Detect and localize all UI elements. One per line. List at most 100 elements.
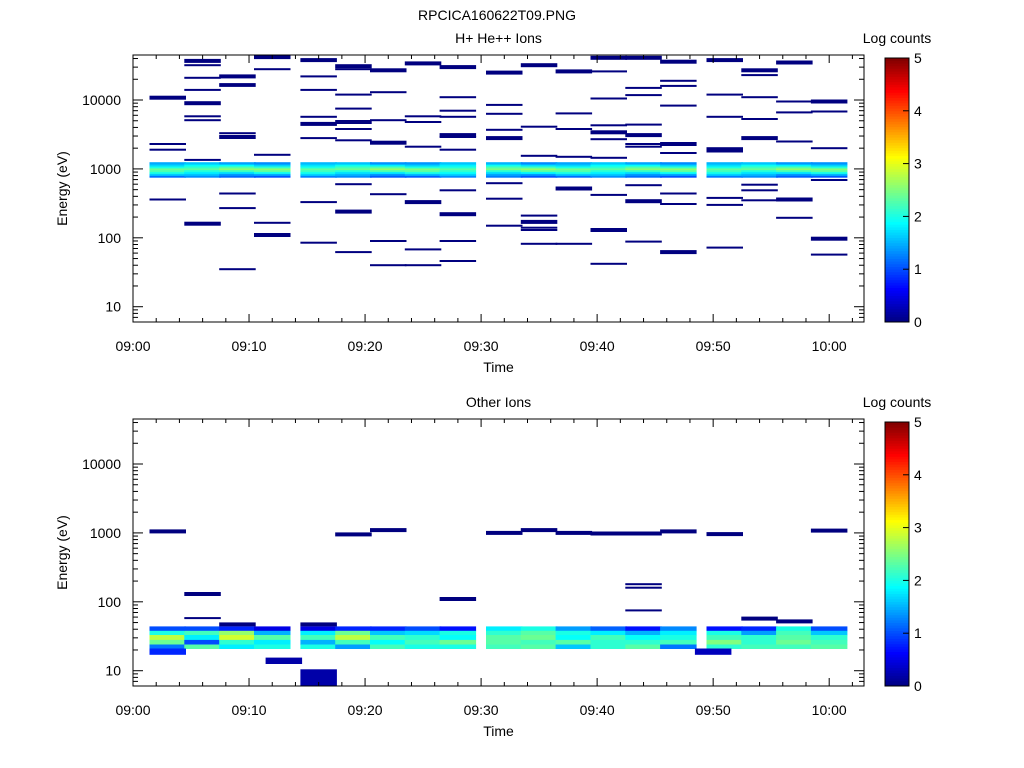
- heatmap-cell: [625, 175, 662, 178]
- heatmap-cell: [625, 167, 662, 171]
- colorbar-swatch: [885, 124, 909, 128]
- colorbar-swatch: [885, 269, 909, 273]
- heatmap-cell: [660, 162, 697, 165]
- heatmap-cell: [776, 166, 813, 169]
- colorbar-swatch: [885, 221, 909, 225]
- colorbar-swatch: [885, 298, 909, 302]
- y-tick-label: 10000: [82, 456, 121, 472]
- heatmap-cell: [706, 532, 743, 537]
- colorbar-swatch: [885, 102, 909, 106]
- heatmap-cell: [439, 260, 477, 262]
- colorbar-swatch: [885, 242, 909, 246]
- x-tick-label: 10:00: [812, 702, 847, 718]
- colorbar-swatch: [885, 437, 909, 441]
- heatmap-cell: [555, 635, 593, 641]
- colorbar-swatch: [885, 234, 909, 238]
- heatmap-cell: [625, 166, 662, 169]
- colorbar-swatch: [885, 670, 909, 674]
- colorbar-swatch: [885, 543, 909, 547]
- heatmap-cell: [439, 630, 477, 636]
- colorbar-swatch: [885, 271, 909, 275]
- heatmap-cell: [370, 630, 407, 636]
- colorbar-swatch: [885, 213, 909, 217]
- colorbar-swatch: [885, 237, 909, 241]
- heatmap-cell: [741, 630, 778, 636]
- heatmap-cell: [254, 171, 291, 174]
- heatmap-cell: [660, 644, 697, 649]
- heatmap-cell: [370, 119, 407, 122]
- heatmap-cell: [810, 175, 848, 178]
- heatmap-cell: [741, 639, 778, 645]
- heatmap-cell: [486, 635, 523, 641]
- heatmap-cell: [149, 162, 186, 165]
- heatmap-cell: [219, 164, 256, 167]
- heatmap-cell: [184, 167, 221, 171]
- heatmap-cell: [810, 630, 848, 636]
- heatmap-cell: [404, 115, 442, 118]
- heatmap-cell: [741, 164, 778, 167]
- heatmap-cell: [810, 626, 848, 632]
- panel-title: Other Ions: [466, 394, 531, 410]
- heatmap-cell: [335, 630, 372, 636]
- heatmap-cell: [660, 84, 697, 87]
- colorbar-swatch: [885, 514, 909, 518]
- heatmap-cell: [555, 164, 593, 167]
- heatmap-cell: [370, 528, 407, 533]
- colorbar-swatch: [885, 129, 909, 133]
- colorbar-swatch: [885, 203, 909, 207]
- colorbar-swatch: [885, 625, 909, 629]
- colorbar-swatch: [885, 100, 909, 104]
- heatmap-cell: [660, 104, 697, 107]
- heatmap-cell: [520, 175, 558, 178]
- heatmap-cell: [219, 135, 256, 139]
- heatmap-cell: [300, 639, 337, 645]
- colorbar-swatch: [885, 546, 909, 550]
- colorbar-tick-label: 2: [914, 208, 922, 224]
- heatmap-cell: [219, 626, 256, 632]
- colorbar-swatch: [885, 226, 909, 230]
- colorbar-swatch: [885, 456, 909, 460]
- heatmap-cell: [660, 166, 697, 169]
- y-tick-label: 10: [105, 663, 121, 679]
- x-tick-label: 09:00: [115, 338, 150, 354]
- heatmap-cell: [335, 107, 372, 110]
- heatmap-cell: [520, 639, 558, 645]
- heatmap-cell: [741, 118, 778, 120]
- heatmap-cell: [776, 635, 813, 641]
- heatmap-cell: [776, 644, 813, 649]
- heatmap-cell: [184, 617, 221, 620]
- heatmap-cell: [776, 164, 813, 167]
- colorbar-swatch: [885, 240, 909, 244]
- heatmap-cell: [184, 101, 221, 106]
- heatmap-cell: [706, 147, 743, 150]
- heatmap-cell: [300, 622, 337, 627]
- colorbar-swatch: [885, 145, 909, 149]
- heatmap-cell: [370, 264, 407, 267]
- heatmap-cell: [590, 162, 627, 165]
- colorbar-swatch: [885, 256, 909, 260]
- heatmap-cell: [590, 97, 627, 100]
- heatmap-cell: [776, 100, 813, 103]
- colorbar-swatch: [885, 585, 909, 589]
- colorbar-swatch: [885, 205, 909, 209]
- heatmap-cell: [370, 240, 407, 242]
- heatmap-cell: [300, 121, 337, 126]
- colorbar-swatch: [885, 429, 909, 433]
- colorbar-swatch: [885, 588, 909, 592]
- colorbar-swatch: [885, 469, 909, 473]
- colorbar-swatch: [885, 60, 909, 64]
- heatmap-cell: [439, 171, 477, 174]
- heatmap-cell: [254, 164, 291, 167]
- heatmap-cell: [776, 197, 813, 202]
- heatmap-cell: [590, 156, 627, 159]
- heatmap-cell: [810, 644, 848, 649]
- heatmap-cell: [184, 169, 221, 173]
- heatmap-cell: [555, 112, 593, 115]
- colorbar-swatch: [885, 503, 909, 507]
- heatmap-cell: [404, 644, 442, 649]
- x-tick-label: 09:50: [696, 702, 731, 718]
- colorbar-swatch: [885, 598, 909, 602]
- heatmap-cell: [706, 162, 743, 165]
- heatmap-cell: [486, 530, 523, 535]
- heatmap-cell: [776, 169, 813, 173]
